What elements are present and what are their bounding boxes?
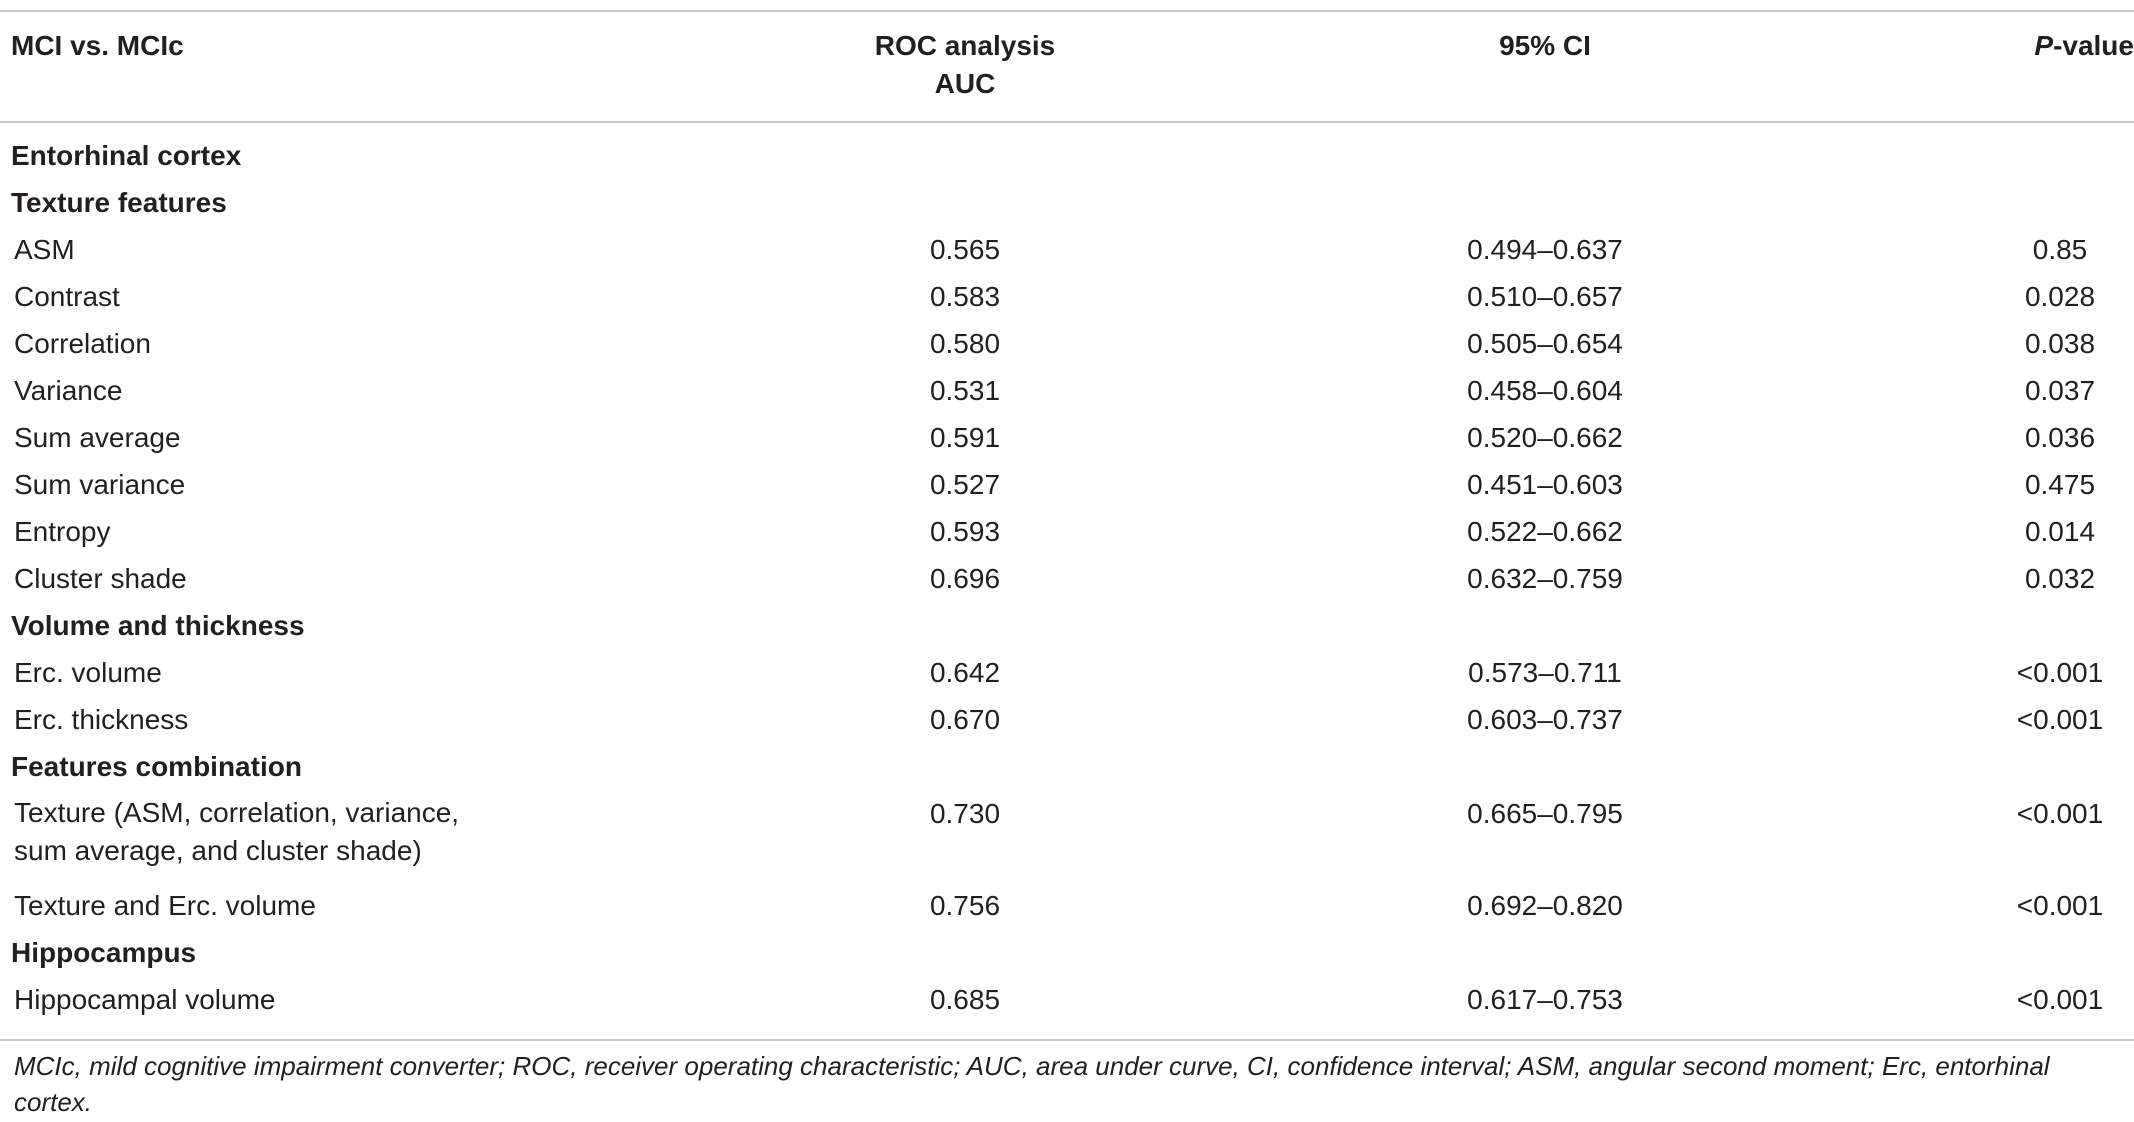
row-label: Hippocampal volume [14,984,276,1015]
header-roc-line2: AUC [934,68,996,99]
row-auc: 0.527 [929,469,1001,500]
row-p: 0.85 [2032,234,2088,265]
row-auc: 0.593 [929,516,1001,547]
row-label: Sum average [14,422,181,453]
row-label-line1: Texture (ASM, correlation, variance, [14,797,460,828]
table-row: Sum average 0.591 0.520–0.662 0.036 [0,414,2134,461]
section-combination: Features combination [11,751,302,782]
table-row: Sum variance 0.527 0.451–0.603 0.475 [0,461,2134,508]
row-ci: 0.520–0.662 [1467,422,1623,453]
row-auc: 0.756 [929,890,1001,921]
row-p: <0.001 [2016,704,2104,735]
row-auc: 0.580 [929,328,1001,359]
row-p: 0.038 [2024,328,2096,359]
row-label: ASM [14,234,75,265]
row-p: 0.028 [2024,281,2096,312]
table-row: Correlation 0.580 0.505–0.654 0.038 [0,320,2134,367]
row-p: 0.037 [2024,375,2096,406]
table-row: Entropy 0.593 0.522–0.662 0.014 [0,508,2134,555]
row-ci: 0.573–0.711 [1468,657,1622,688]
row-auc: 0.591 [929,422,1001,453]
header-roc-auc: ROC analysis AUC [720,27,1210,103]
row-ci: 0.665–0.795 [1467,798,1623,829]
table-top-rule [0,10,2134,12]
row-ci: 0.510–0.657 [1467,281,1623,312]
row-auc: 0.670 [929,704,1001,735]
table-row: ASM 0.565 0.494–0.637 0.85 [0,226,2134,273]
row-auc: 0.696 [929,563,1001,594]
header-comparison: MCI vs. MCIc [11,30,184,61]
row-auc: 0.531 [929,375,1001,406]
row-auc: 0.685 [929,984,1001,1015]
table-bottom-rule [0,1039,2134,1041]
row-label-line2: sum average, and cluster shade) [14,835,422,866]
row-label: Cluster shade [14,563,187,594]
row-p: <0.001 [2016,890,2104,921]
row-p: 0.014 [2024,516,2096,547]
table-row: Hippocampal volume 0.685 0.617–0.753 <0.… [0,976,2134,1023]
row-ci: 0.451–0.603 [1467,469,1623,500]
header-roc-line1: ROC analysis [874,30,1056,61]
row-label: Contrast [14,281,120,312]
header-p-value: P-value [2034,27,2134,65]
table-row: Texture and Erc. volume 0.756 0.692–0.82… [0,882,2134,929]
row-label: Erc. thickness [14,704,189,735]
row-auc: 0.583 [929,281,1001,312]
section-texture: Texture features [11,187,227,218]
section-entorhinal: Entorhinal cortex [11,140,242,171]
section-hippocampus: Hippocampus [11,937,197,968]
row-ci: 0.632–0.759 [1467,563,1623,594]
table-footnote: MCIc, mild cognitive impairment converte… [14,1051,2050,1117]
row-ci: 0.692–0.820 [1467,890,1623,921]
header-ci: 95% CI [1499,30,1591,61]
row-label: Texture (ASM, correlation, variance, sum… [14,794,459,870]
header-p-rest: -value [2053,30,2134,61]
table-row: Variance 0.531 0.458–0.604 0.037 [0,367,2134,414]
row-label: Correlation [14,328,151,359]
row-p: 0.032 [2024,563,2096,594]
row-ci: 0.458–0.604 [1467,375,1623,406]
row-auc: 0.642 [929,657,1001,688]
header-p-italic: P [2034,30,2054,61]
row-ci: 0.494–0.637 [1467,234,1623,265]
row-ci: 0.522–0.662 [1467,516,1623,547]
row-label: Sum variance [14,469,186,500]
row-p: 0.475 [2024,469,2096,500]
table-row: Cluster shade 0.696 0.632–0.759 0.032 [0,555,2134,602]
row-auc: 0.730 [929,798,1001,829]
row-ci: 0.603–0.737 [1467,704,1623,735]
table-row: Texture (ASM, correlation, variance, sum… [0,790,2134,878]
table-row: Erc. thickness 0.670 0.603–0.737 <0.001 [0,696,2134,743]
table-row: Contrast 0.583 0.510–0.657 0.028 [0,273,2134,320]
row-label: Variance [14,375,123,406]
row-label: Entropy [14,516,111,547]
row-p: 0.036 [2024,422,2096,453]
row-p: <0.001 [2016,984,2104,1015]
section-volume-thickness: Volume and thickness [11,610,305,641]
row-ci: 0.505–0.654 [1467,328,1623,359]
row-auc: 0.565 [929,234,1001,265]
row-label: Texture and Erc. volume [14,890,316,921]
row-p: <0.001 [2016,657,2104,688]
table-row: Erc. volume 0.642 0.573–0.711 <0.001 [0,649,2134,696]
row-label: Erc. volume [14,657,162,688]
header-bottom-rule [0,121,2134,123]
row-ci: 0.617–0.753 [1467,984,1623,1015]
row-p: <0.001 [2016,798,2104,829]
